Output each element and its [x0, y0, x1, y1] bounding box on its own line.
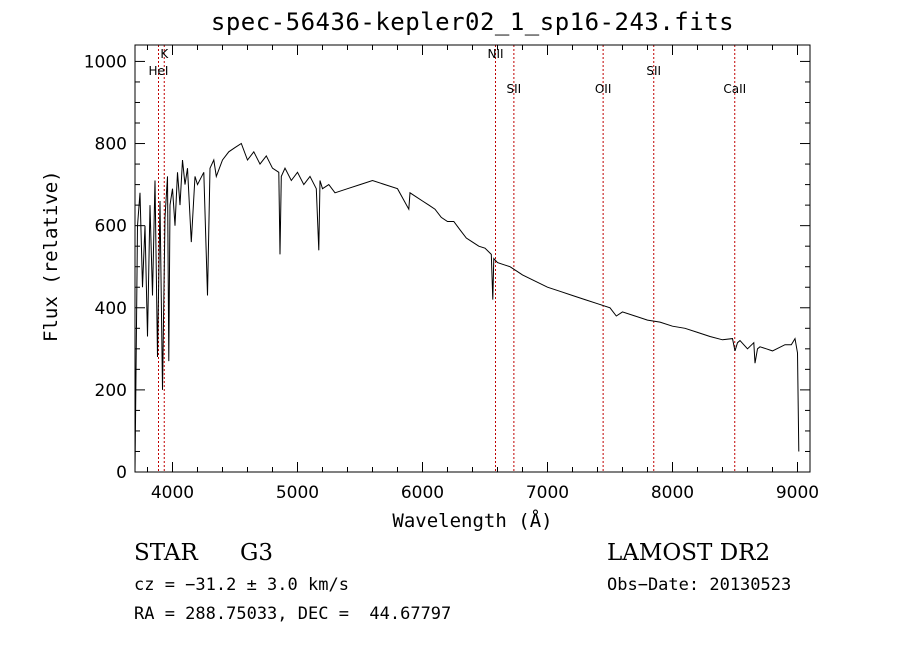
- spectrum-series-line: [134, 142, 800, 473]
- obs-date-text: Obs−Date: 20130523: [607, 575, 792, 595]
- emission-line-label: NII: [487, 47, 503, 61]
- emission-line-label: SII: [646, 64, 661, 78]
- x-tick-label: 6000: [401, 483, 444, 503]
- y-tick-label: 400: [95, 299, 127, 319]
- x-tick-label: 8000: [651, 483, 694, 503]
- object-subclass: G3: [240, 540, 274, 566]
- x-tick-label: 9000: [776, 483, 819, 503]
- emission-line-label: SII: [507, 82, 522, 96]
- x-tick-label: 5000: [276, 483, 319, 503]
- x-tick-label: 4000: [151, 483, 194, 503]
- plot-frame: [134, 44, 811, 473]
- y-tick-label: 200: [95, 381, 127, 401]
- emission-line-label: CaII: [723, 82, 746, 96]
- chart-title: spec-56436-kepler02_1_sp16-243.fits: [210, 8, 735, 36]
- x-axis-label: Wavelength (Å): [392, 510, 553, 532]
- axes-layer: 4000 5000 6000 7000 8000 9000 0 200 400 600 800 100…: [84, 44, 819, 503]
- object-class: STAR: [134, 540, 198, 566]
- emission-line-label: OII: [595, 82, 612, 96]
- redshift-text: cz = −31.2 ± 3.0 km/s: [134, 575, 349, 595]
- y-tick-label: 1000: [84, 52, 127, 72]
- survey-name: LAMOST DR2: [607, 540, 771, 566]
- y-axis-label: Flux (relative): [40, 170, 62, 342]
- emission-lines-layer: K HeI NII SII OII SII CaII: [149, 45, 746, 472]
- y-tick-label: 800: [95, 135, 127, 155]
- emission-line-label: HeI: [149, 64, 169, 78]
- y-tick-label: 0: [116, 463, 127, 483]
- emission-line-label: K: [160, 47, 169, 61]
- y-tick-label: 600: [95, 217, 127, 237]
- series-layer: [134, 142, 800, 473]
- x-tick-label: 7000: [526, 483, 569, 503]
- coordinates-text: RA = 288.75033, DEC = 44.67797: [134, 604, 452, 624]
